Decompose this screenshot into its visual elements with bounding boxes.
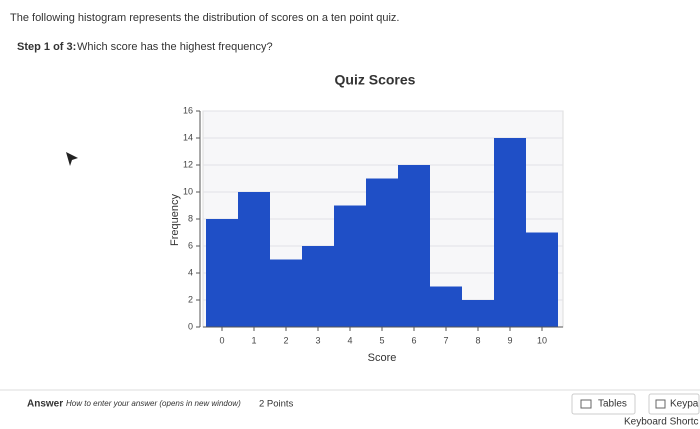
bar	[494, 138, 526, 327]
x-tick-label: 1	[251, 335, 256, 345]
shortcuts-link[interactable]: Keyboard Shortc	[624, 417, 699, 428]
x-tick-label: 4	[347, 335, 352, 345]
bar	[462, 300, 494, 327]
y-tick-label: 6	[188, 240, 193, 250]
bar	[270, 259, 302, 327]
x-tick-label: 3	[315, 335, 320, 345]
y-tick-label: 2	[188, 294, 193, 304]
points: 2 Points	[259, 399, 294, 410]
tables-icon	[580, 399, 592, 409]
x-tick-label: 8	[475, 335, 480, 345]
keypad-button-label: Keypa	[670, 399, 699, 410]
bar	[430, 286, 462, 327]
tables-button-label: Tables	[598, 399, 627, 410]
x-tick-label: 10	[537, 335, 547, 345]
y-tick-label: 10	[183, 186, 193, 196]
bar	[398, 165, 430, 327]
y-axis-label: Frequency	[169, 194, 181, 246]
bar	[334, 205, 366, 327]
y-tick-label: 0	[188, 321, 193, 331]
keypad-icon	[655, 399, 666, 409]
answer-label: Answer	[27, 399, 63, 410]
y-tick-label: 4	[188, 267, 193, 277]
step-label: Step 1 of 3:	[17, 41, 76, 53]
x-tick-label: 2	[283, 335, 288, 345]
help-link[interactable]: How to enter your answer (opens in new w…	[66, 399, 241, 408]
bar	[302, 246, 334, 327]
bar	[366, 178, 398, 327]
x-tick-label: 6	[411, 335, 416, 345]
x-tick-label: 0	[219, 335, 224, 345]
bar	[206, 219, 238, 327]
chart-title: Quiz Scores	[335, 72, 416, 88]
x-tick-label: 7	[443, 335, 448, 345]
y-tick-label: 16	[183, 105, 193, 115]
cursor	[66, 152, 78, 166]
keypad-button[interactable]	[648, 393, 700, 415]
x-tick-label: 5	[379, 335, 384, 345]
question-text: The following histogram represents the d…	[10, 12, 400, 24]
bar	[526, 232, 558, 327]
y-tick-label: 8	[188, 213, 193, 223]
step-text: Which score has the highest frequency?	[77, 41, 273, 53]
x-axis-label: Score	[368, 352, 397, 364]
y-tick-label: 12	[183, 159, 193, 169]
x-tick-label: 9	[507, 335, 512, 345]
bar	[238, 192, 270, 327]
tables-button[interactable]	[571, 393, 636, 415]
y-tick-label: 14	[183, 132, 193, 142]
